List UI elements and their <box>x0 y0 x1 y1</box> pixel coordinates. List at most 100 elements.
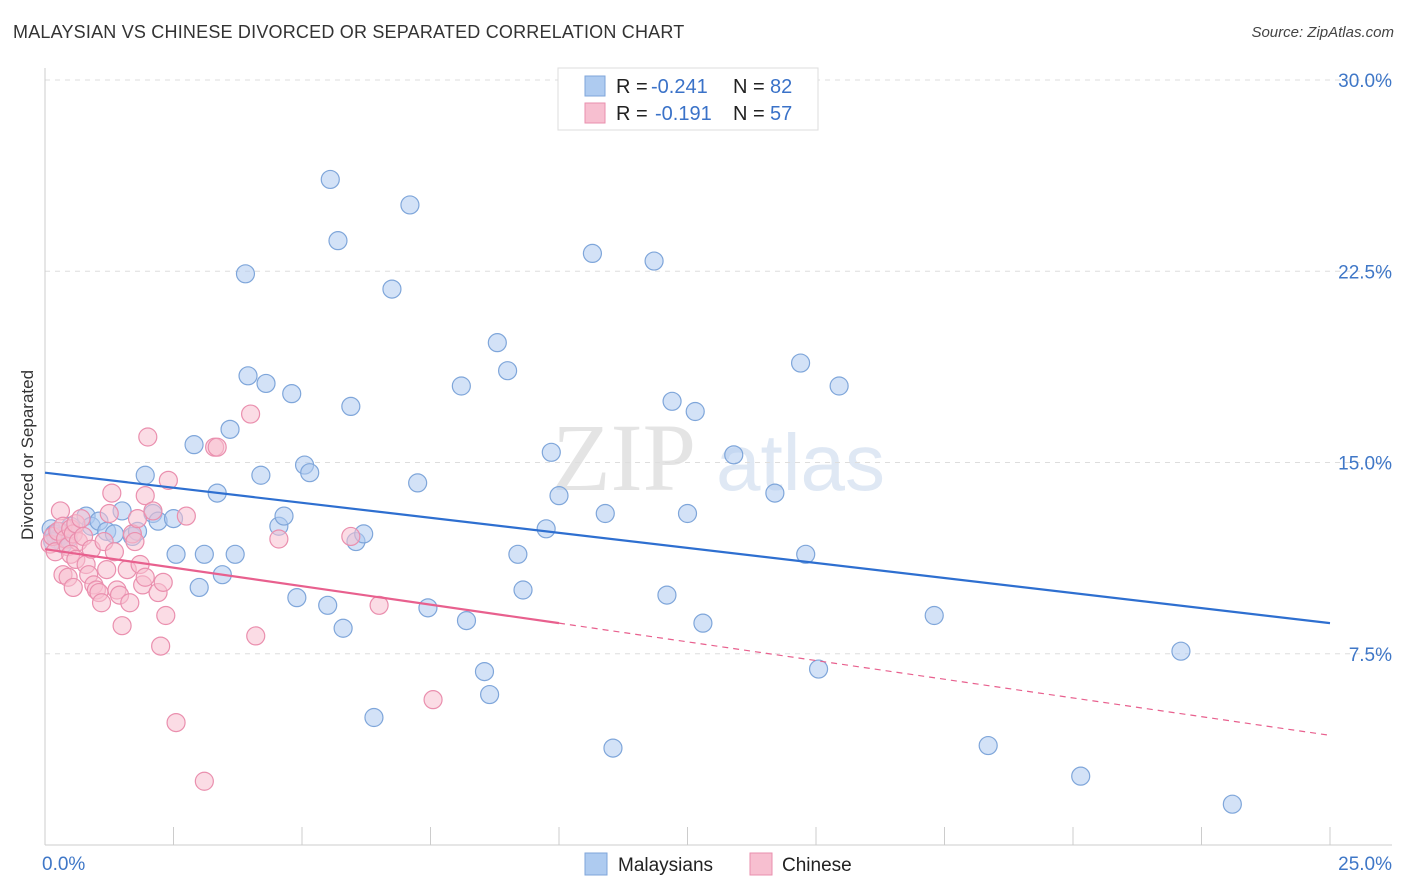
legend-r-value-chinese: -0.191 <box>655 103 712 125</box>
malaysians-point-35 <box>282 384 302 404</box>
trend-lines <box>44 471 1331 736</box>
malaysians-point-81 <box>1222 794 1242 814</box>
malaysians-point-75 <box>808 659 829 679</box>
malaysians-point-64 <box>603 738 623 758</box>
bottom-legend-label-chinese: Chinese <box>782 855 852 876</box>
malaysians-point-62 <box>582 243 603 263</box>
malaysians-point-41 <box>328 231 348 251</box>
legend-swatch-chinese <box>584 102 606 124</box>
chinese-point-51 <box>176 506 196 526</box>
malaysians-point-65 <box>644 251 664 271</box>
chinese-point-52 <box>194 771 214 791</box>
malaysians-point-60 <box>541 442 561 462</box>
malaysians-point-38 <box>300 463 320 483</box>
chinese-point-30 <box>104 542 124 562</box>
malaysians-point-17 <box>135 465 155 485</box>
malaysians-point-34 <box>274 506 294 526</box>
malaysians-point-77 <box>924 605 944 626</box>
malaysians-point-53 <box>474 661 495 682</box>
malaysians-point-67 <box>662 391 682 411</box>
chart-source: Source: ZipAtlas.com <box>1251 24 1394 41</box>
malaysians-point-22 <box>184 435 204 455</box>
chinese-point-37 <box>125 531 145 552</box>
chinese-point-55 <box>241 404 261 424</box>
malaysians-point-23 <box>189 577 209 598</box>
malaysians-point-76 <box>829 376 849 396</box>
chinese-point-25 <box>91 593 112 613</box>
malaysians-point-68 <box>677 503 698 524</box>
legend-n-label-2: N = <box>733 103 765 125</box>
legend-r-value-malaysians: -0.241 <box>651 76 708 98</box>
legend-swatch-malaysians <box>584 75 606 97</box>
legend-r-label-2: R = <box>616 103 648 125</box>
malaysians-point-48 <box>400 195 420 215</box>
malaysians-point-27 <box>220 419 240 439</box>
legend-n-value-malaysians: 82 <box>770 76 792 98</box>
chinese-point-15 <box>63 577 83 598</box>
trend-line-chinese-extension <box>558 622 1331 736</box>
malaysians-point-31 <box>251 465 271 485</box>
chart-title: MALAYSIAN VS CHINESE DIVORCED OR SEPARAT… <box>13 22 685 42</box>
x-tick-label-0: 0.0% <box>42 854 85 875</box>
malaysians-point-21 <box>166 544 186 564</box>
malaysians-point-46 <box>364 707 384 728</box>
y-tick-label-3: 30.0% <box>1338 71 1392 92</box>
malaysians-point-47 <box>382 279 402 299</box>
malaysians-point-56 <box>498 361 518 381</box>
malaysians-point-28 <box>225 544 245 564</box>
malaysians-point-78 <box>978 735 998 756</box>
malaysians-point-63 <box>595 503 615 524</box>
chinese-point-54 <box>207 437 227 457</box>
correlation-legend: R = -0.241 N = 82 R = -0.191 N = 57 <box>557 67 819 131</box>
chinese-point-35 <box>120 593 140 613</box>
malaysians-point-57 <box>508 544 528 564</box>
malaysians-point-74 <box>796 544 816 564</box>
malaysians-point-39 <box>318 595 338 615</box>
malaysians-point-52 <box>456 610 477 631</box>
chinese-point-44 <box>143 501 163 521</box>
malaysians-point-40 <box>320 169 340 190</box>
malaysians-point-55 <box>487 333 507 353</box>
series-malaysians <box>41 169 1242 814</box>
malaysians-point-50 <box>418 598 438 618</box>
chinese-point-27 <box>97 559 117 580</box>
malaysians-point-80 <box>1171 641 1191 661</box>
bottom-legend-swatch-chinese <box>749 852 773 876</box>
chinese-point-42 <box>135 486 155 506</box>
series-legend: Malaysians Chinese <box>584 852 852 876</box>
trend-line-chinese <box>44 548 560 625</box>
y-tick-label-0: 7.5% <box>1349 645 1392 666</box>
chinese-point-57 <box>269 529 289 549</box>
y-tick-labels: 7.5% 15.0% 22.5% 30.0% <box>1338 71 1392 666</box>
malaysians-point-32 <box>256 373 276 394</box>
chinese-point-28 <box>99 503 119 524</box>
chinese-point-56 <box>246 626 266 646</box>
chinese-point-48 <box>156 605 176 626</box>
watermark-zip: ZIP <box>552 404 696 511</box>
y-axis-label: Divorced or Separated <box>18 370 37 540</box>
malaysians-point-69 <box>685 401 705 422</box>
bottom-legend-label-malaysians: Malaysians <box>618 855 713 876</box>
malaysians-point-72 <box>765 483 785 503</box>
chinese-point-41 <box>135 567 155 587</box>
malaysians-point-36 <box>287 588 307 608</box>
malaysians-point-54 <box>480 684 500 705</box>
chinese-point-46 <box>151 636 171 656</box>
malaysians-point-51 <box>451 376 471 396</box>
malaysians-point-30 <box>238 366 258 386</box>
chinese-point-33 <box>112 616 132 636</box>
malaysians-point-73 <box>790 353 811 373</box>
x-tick-label-1: 25.0% <box>1338 854 1392 875</box>
malaysians-point-79 <box>1071 766 1091 786</box>
malaysians-point-24 <box>194 544 214 564</box>
chinese-point-49 <box>158 470 178 490</box>
malaysians-point-42 <box>333 618 353 638</box>
chinese-point-58 <box>341 526 361 547</box>
legend-n-value-chinese: 57 <box>770 103 792 125</box>
y-tick-label-1: 15.0% <box>1338 454 1392 475</box>
axes <box>44 68 1392 846</box>
bottom-legend-swatch-malaysians <box>584 852 608 876</box>
malaysians-point-61 <box>549 486 569 506</box>
trend-line-malaysians <box>44 471 1331 625</box>
malaysians-point-66 <box>657 585 677 605</box>
